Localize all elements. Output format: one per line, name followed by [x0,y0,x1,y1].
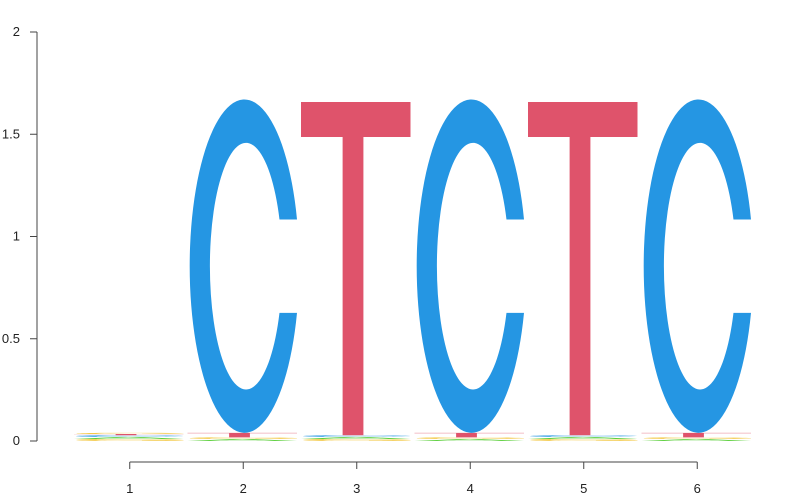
x-tick-label: 2 [240,481,247,496]
letter-t [528,101,638,436]
stack-position-4 [414,99,524,441]
letter-g [303,438,411,441]
letter-t [187,432,297,438]
stack-position-6 [641,99,751,441]
letter-a [301,436,411,439]
letter-t [301,101,411,436]
letter-g [76,432,184,435]
stack-position-1 [74,432,184,441]
stack-position-5 [528,101,638,441]
letter-c [416,99,524,433]
letter-c [530,435,638,437]
letter-c [303,435,411,437]
x-axis: 1 2 3 4 5 6 [126,461,701,496]
stack-position-2 [187,99,297,441]
y-axis: 0 0.5 1 1.5 2 [2,24,38,448]
letter-g [189,437,297,439]
x-tick-label: 5 [580,481,587,496]
letter-a [414,438,524,441]
letter-stacks [74,99,751,441]
letter-t [641,432,751,438]
letter-t [414,432,524,438]
letter-g [416,437,524,439]
stack-position-3 [301,101,411,441]
x-tick-label: 1 [126,481,133,496]
letter-a [641,438,751,441]
letter-g [76,438,184,441]
y-tick-label: 0 [13,433,20,448]
letter-g [643,437,751,439]
letter-c [76,435,184,437]
y-tick-label: 1.5 [2,126,20,141]
y-tick-label: 0.5 [2,331,20,346]
y-tick-label: 1 [13,229,20,244]
letter-a [187,438,297,441]
letter-t [74,434,184,436]
letter-c [643,99,751,433]
x-tick-label: 6 [694,481,701,496]
x-tick-label: 3 [353,481,360,496]
y-tick-label: 2 [13,24,20,39]
letter-g [530,438,638,441]
letter-a [74,436,184,439]
letter-a [528,436,638,439]
letter-c [189,99,297,433]
x-tick-label: 4 [467,481,474,496]
